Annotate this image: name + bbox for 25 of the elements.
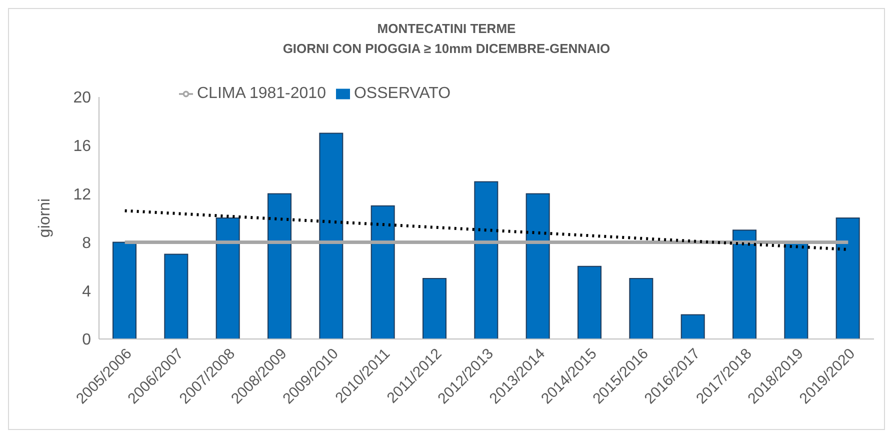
y-tick-label: 16	[73, 138, 92, 156]
bar	[216, 218, 240, 339]
bar	[474, 181, 498, 339]
bar	[164, 254, 188, 339]
y-tick-label: 20	[73, 90, 92, 107]
bar	[629, 278, 654, 339]
legend-label: OSSERVATO	[354, 85, 451, 102]
bar	[526, 193, 550, 339]
legend-label: CLIMA 1981-2010	[197, 85, 326, 102]
y-tick-label: 4	[82, 283, 92, 300]
bar	[370, 205, 395, 339]
bar	[422, 278, 446, 339]
bar	[732, 230, 756, 339]
y-tick-label: 0	[82, 332, 92, 349]
y-tick-label: 8	[82, 234, 92, 252]
bar	[268, 193, 292, 339]
bar	[112, 242, 136, 339]
bar	[680, 314, 705, 339]
bar	[836, 218, 860, 339]
bar	[578, 266, 602, 339]
chart-subtitle: GIORNI CON PIOGGIA ≥ 10mm DICEMBRE-GENNAIO	[282, 40, 612, 58]
y-tick-label: 12	[73, 186, 92, 204]
chart-title: MONTECATINI TERME	[376, 20, 517, 38]
y-axis-title: giorni	[36, 198, 54, 238]
bar	[319, 132, 344, 339]
